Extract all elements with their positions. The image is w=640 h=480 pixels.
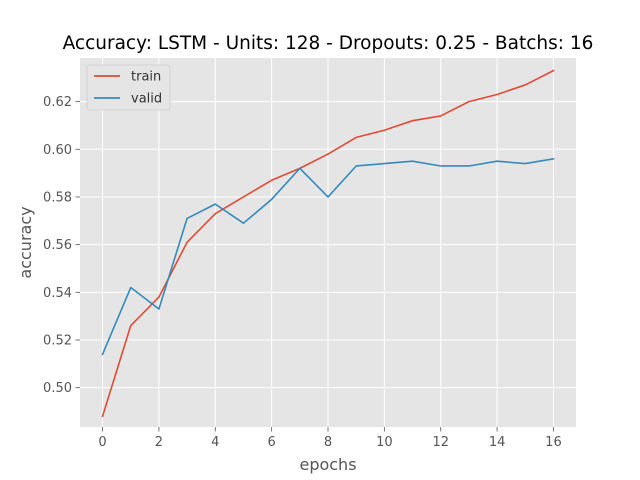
y-tick-label: 0.50 — [43, 381, 72, 396]
y-tick-label: 0.52 — [43, 333, 72, 348]
x-tick-label: 14 — [489, 435, 506, 450]
y-tick-label: 0.56 — [43, 238, 72, 253]
x-tick-label: 6 — [267, 435, 275, 450]
y-tick-label: 0.58 — [43, 190, 72, 205]
y-tick-label: 0.62 — [43, 95, 72, 110]
legend: train valid — [86, 64, 171, 111]
legend-label-train: train — [131, 70, 161, 85]
x-tick-label: 8 — [324, 435, 332, 450]
series-line-valid — [101, 157, 555, 356]
grid — [80, 58, 576, 427]
y-tick-label: 0.60 — [43, 143, 72, 158]
chart-title: Accuracy: LSTM - Units: 128 - Dropouts: … — [63, 33, 594, 54]
x-tick-label: 0 — [98, 435, 106, 450]
x-tick-label: 10 — [376, 435, 393, 450]
series-lines — [101, 69, 555, 418]
y-axis-ticks: 0.50 0.52 0.54 0.56 0.58 0.60 0.62 — [43, 95, 80, 396]
x-tick-label: 4 — [211, 435, 219, 450]
series-line-train — [101, 69, 555, 418]
x-tick-label: 16 — [545, 435, 562, 450]
x-axis-ticks: 0 2 4 6 8 10 12 14 16 — [98, 427, 562, 450]
y-axis-label: accuracy — [16, 206, 35, 278]
x-tick-label: 2 — [155, 435, 163, 450]
x-axis-label: epochs — [299, 455, 356, 474]
x-tick-label: 12 — [432, 435, 449, 450]
legend-label-valid: valid — [131, 92, 162, 107]
y-tick-label: 0.54 — [43, 286, 72, 301]
